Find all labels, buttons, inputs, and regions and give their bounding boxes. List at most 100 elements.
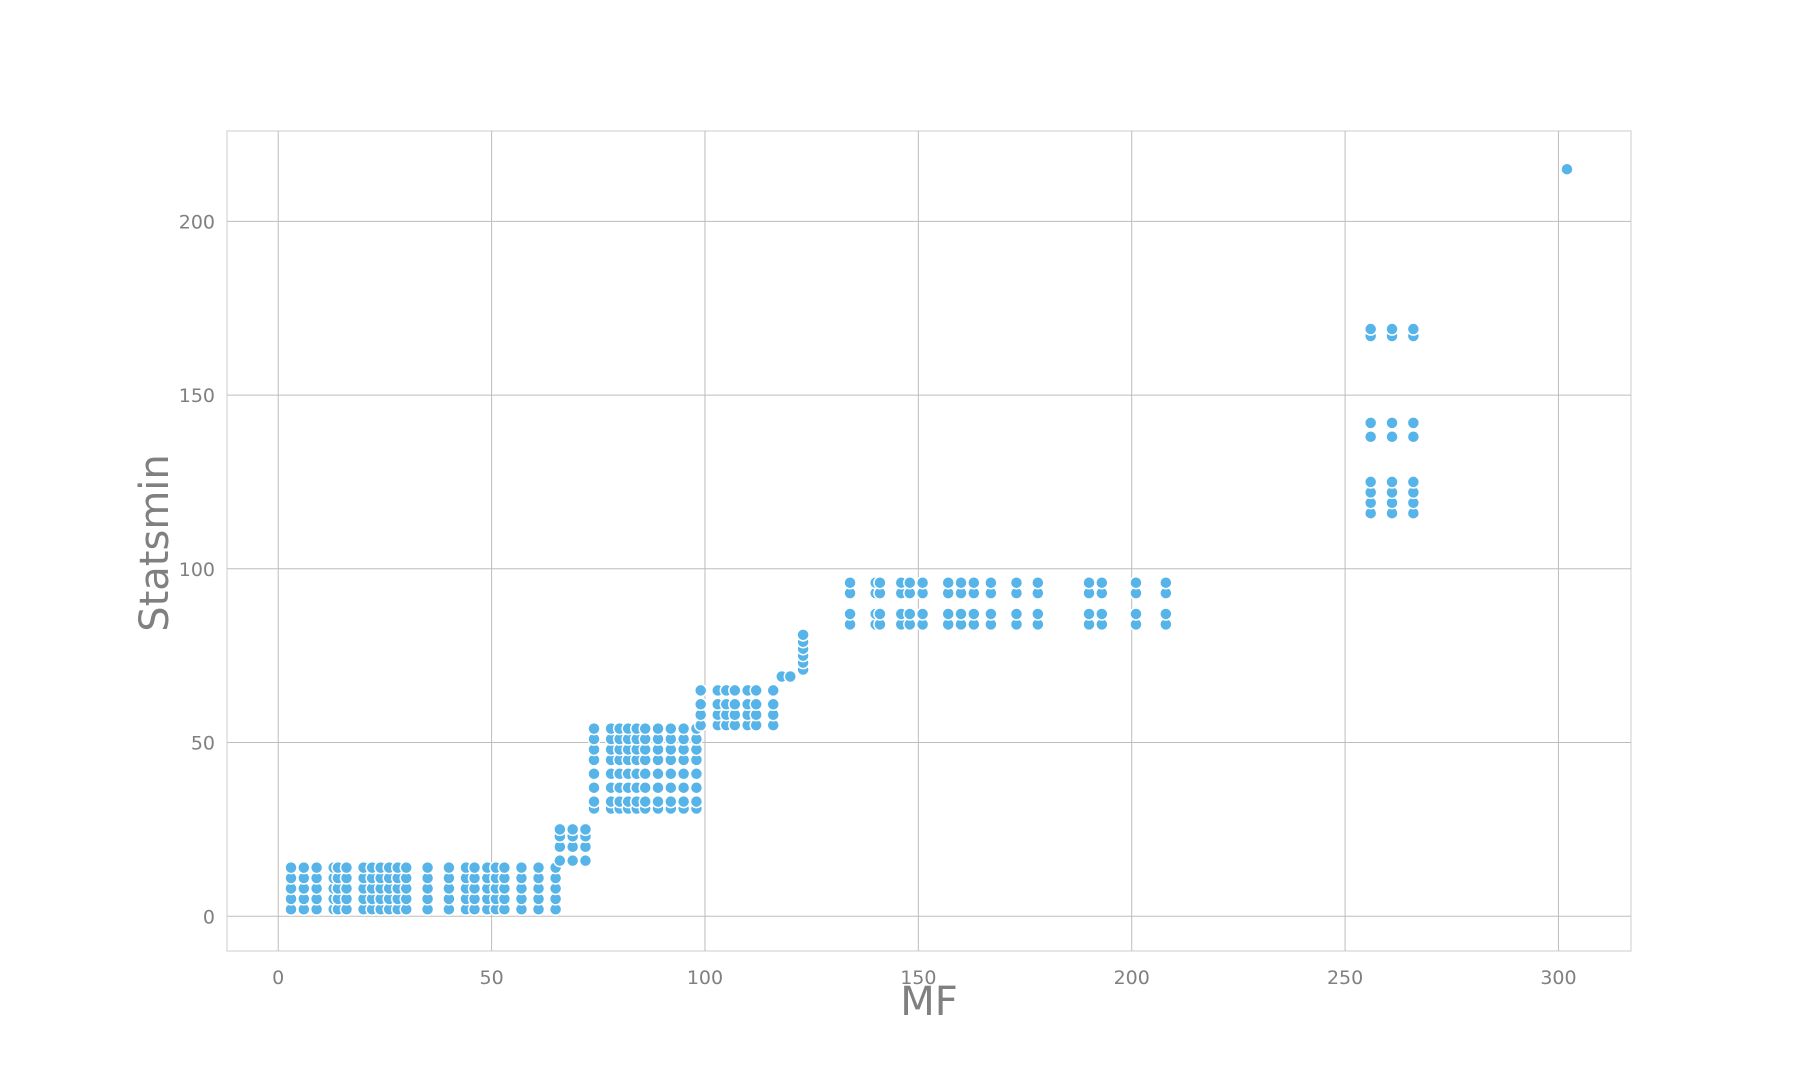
data-point — [1363, 416, 1378, 430]
data-point — [676, 721, 691, 736]
data-point — [915, 575, 930, 590]
x-tick-label: 300 — [1540, 967, 1576, 989]
data-point — [284, 860, 298, 875]
data-point — [638, 767, 652, 781]
data-point — [638, 721, 652, 736]
data-point — [1095, 607, 1109, 621]
data-point — [1363, 430, 1378, 444]
plot-frame — [226, 130, 1632, 952]
x-tick-label: 250 — [1327, 967, 1363, 989]
tick-labels: 0 50 100 150 200 250 300 0 50 100 150 200 — [179, 211, 1577, 989]
data-point — [1385, 475, 1399, 489]
data-point — [984, 575, 998, 590]
data-point — [587, 767, 601, 781]
data-point — [1031, 607, 1045, 621]
data-point — [664, 780, 678, 795]
data-point — [1031, 575, 1045, 590]
data-point — [297, 860, 311, 875]
data-point — [967, 607, 981, 621]
data-point — [587, 780, 601, 795]
data-point — [651, 780, 665, 795]
data-point — [941, 575, 955, 590]
data-point — [1159, 575, 1173, 590]
data-point — [873, 607, 887, 621]
data-point — [1385, 416, 1399, 430]
data-point — [651, 721, 665, 736]
x-tick-label: 50 — [479, 967, 503, 989]
y-tick-label: 50 — [191, 733, 215, 755]
data-point — [399, 860, 413, 875]
data-point — [309, 860, 324, 875]
data-point — [339, 860, 354, 875]
x-tick-label: 100 — [687, 967, 723, 989]
data-point — [1129, 575, 1143, 590]
data-point — [676, 780, 691, 795]
data-point — [749, 683, 763, 698]
data-point — [903, 607, 917, 621]
data-point — [1406, 430, 1421, 444]
data-point — [514, 860, 529, 875]
data-point — [651, 767, 665, 781]
data-point — [915, 607, 930, 621]
data-point — [1406, 322, 1421, 336]
data-point — [873, 575, 887, 590]
data-point — [1009, 607, 1024, 621]
grid-lines — [227, 131, 1631, 951]
data-point — [587, 721, 601, 736]
data-point — [728, 683, 742, 698]
data-point — [766, 697, 780, 712]
data-point — [1385, 322, 1399, 336]
x-tick-label: 0 — [272, 967, 284, 989]
data-point — [664, 767, 678, 781]
data-point — [565, 822, 580, 837]
data-point — [941, 607, 955, 621]
data-point — [664, 794, 678, 809]
data-point — [783, 669, 798, 684]
data-point — [954, 607, 968, 621]
data-point — [578, 853, 593, 868]
data-point — [638, 780, 652, 795]
data-point — [967, 575, 981, 590]
data-point — [1406, 475, 1421, 489]
data-point — [467, 860, 482, 875]
data-point — [664, 721, 678, 736]
data-point — [651, 794, 665, 809]
data-point — [766, 683, 780, 698]
data-point — [553, 822, 567, 837]
data-point — [954, 575, 968, 590]
data-point — [1385, 430, 1399, 444]
data-point — [497, 860, 512, 875]
data-point — [676, 794, 691, 809]
data-point — [1406, 416, 1421, 430]
data-point — [689, 767, 704, 781]
data-point — [693, 683, 708, 698]
data-point — [1159, 607, 1173, 621]
data-point — [689, 794, 704, 809]
data-point — [676, 767, 691, 781]
data-point — [1363, 475, 1378, 489]
data-point — [1009, 575, 1024, 590]
data-point — [1082, 607, 1096, 621]
data-point — [1129, 607, 1143, 621]
y-tick-label: 100 — [179, 559, 215, 581]
y-tick-label: 150 — [179, 385, 215, 407]
data-point — [843, 607, 857, 621]
data-point — [984, 607, 998, 621]
data-point — [1082, 575, 1096, 590]
data-point — [903, 575, 917, 590]
data-point — [565, 853, 580, 868]
data-points — [284, 162, 1574, 917]
data-point — [578, 822, 593, 837]
data-point — [587, 794, 601, 809]
data-point — [1095, 575, 1109, 590]
x-tick-label: 200 — [1114, 967, 1150, 989]
data-point — [749, 697, 763, 712]
x-tick-label: 150 — [900, 967, 936, 989]
y-axis-label: Statsmin — [132, 454, 178, 632]
data-point — [638, 794, 652, 809]
y-tick-label: 200 — [179, 211, 215, 233]
data-point — [728, 697, 742, 712]
data-point — [689, 780, 704, 795]
data-point — [796, 628, 810, 642]
